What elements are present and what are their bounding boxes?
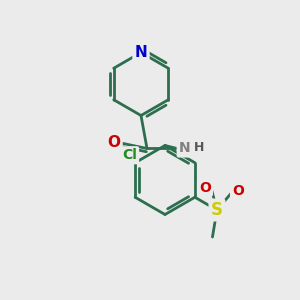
Text: N: N: [179, 142, 190, 155]
Text: Cl: Cl: [122, 148, 137, 162]
Text: S: S: [211, 201, 223, 219]
Text: O: O: [232, 184, 244, 197]
Text: N: N: [135, 45, 147, 60]
Text: O: O: [199, 181, 211, 194]
Text: H: H: [194, 141, 205, 154]
Text: O: O: [107, 135, 121, 150]
